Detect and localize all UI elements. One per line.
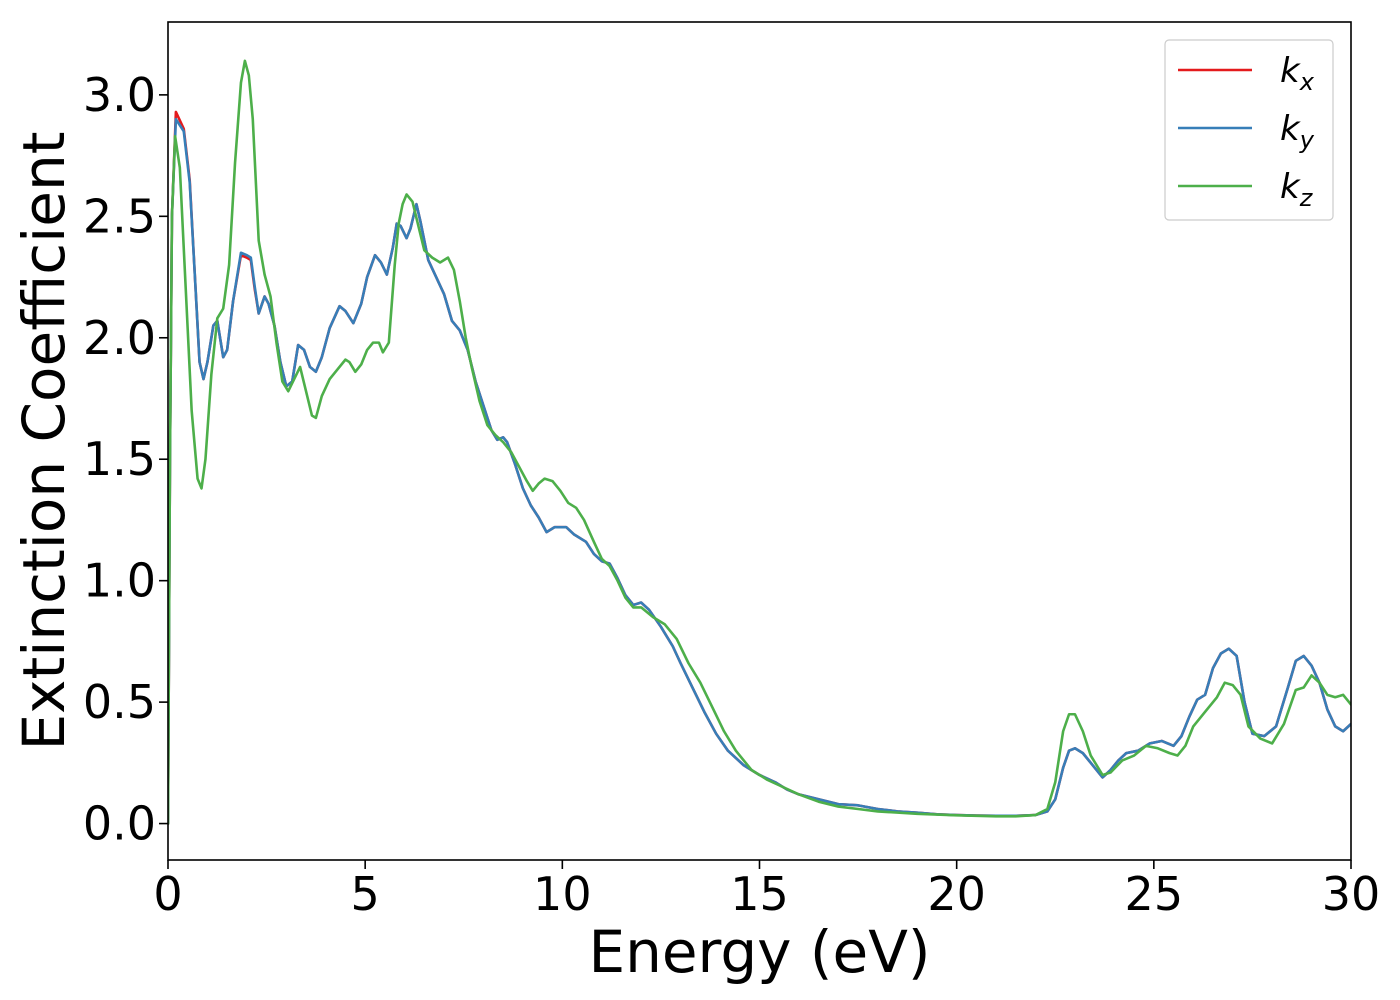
y-tick-label: 1.0	[83, 554, 156, 608]
y-tick-label: 1.5	[83, 432, 156, 486]
series-line-kz	[168, 59, 1351, 825]
legend-label-kz: kz	[1280, 167, 1314, 212]
legend: kx ky kz	[1164, 39, 1334, 221]
y-tick-label: 2.5	[83, 189, 156, 243]
x-tick-label: 5	[351, 867, 380, 921]
x-axis-title: Energy (eV)	[588, 918, 930, 986]
y-tick-label: 2.0	[83, 311, 156, 365]
legend-label-kx: kx	[1280, 51, 1315, 96]
x-tick-label: 20	[927, 867, 986, 921]
y-tick-label: 3.0	[83, 68, 156, 122]
x-tick-label: 30	[1322, 867, 1381, 921]
y-axis-title: Extinction Coefficient	[10, 132, 78, 751]
series-layer	[168, 59, 1351, 825]
y-tick-label: 0.5	[83, 675, 156, 729]
x-axis: 0 5 10 15 20 25 30	[153, 860, 1380, 921]
x-tick-label: 10	[533, 867, 592, 921]
x-tick-label: 25	[1125, 867, 1184, 921]
x-tick-label: 0	[153, 867, 182, 921]
y-tick-label: 0.0	[83, 797, 156, 851]
legend-box	[1164, 39, 1334, 221]
legend-label-ky: ky	[1280, 109, 1315, 154]
x-tick-label: 15	[730, 867, 789, 921]
y-axis: 0.0 0.5 1.0 1.5 2.0 2.5 3.0	[83, 68, 168, 851]
